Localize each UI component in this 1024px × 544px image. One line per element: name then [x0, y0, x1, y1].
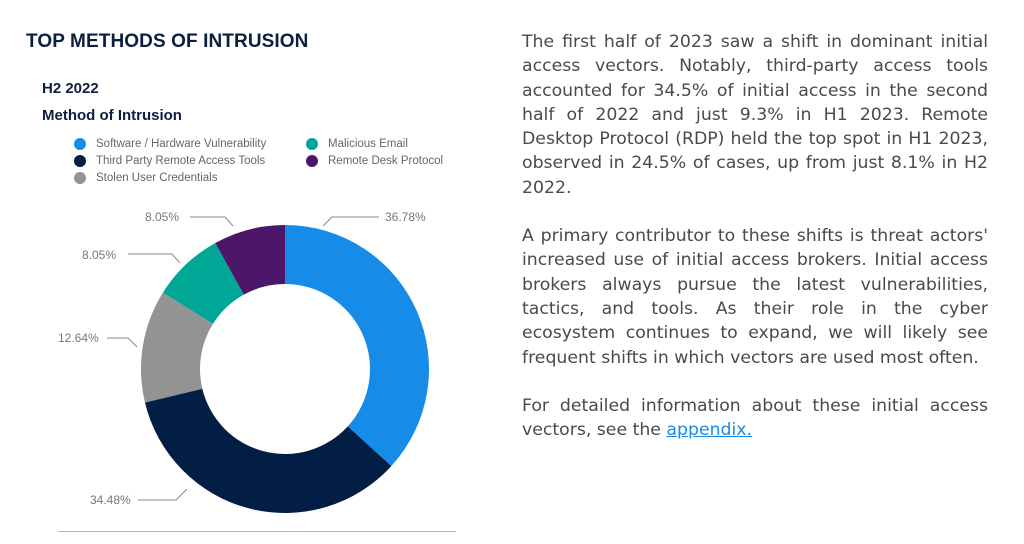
donut-slice [144, 388, 392, 513]
data-label: 8.05% [82, 248, 116, 262]
legend-item: Malicious Email [306, 138, 408, 150]
appendix-link[interactable]: appendix. [666, 420, 753, 441]
label-leader-line [128, 253, 181, 264]
legend-item: Third Party Remote Access Tools [74, 155, 265, 167]
legend-dot-icon [306, 138, 318, 150]
paragraph: For detailed information about these ini… [522, 394, 988, 443]
donut-chart: 36.78% 34.48% 12.64% 8.05% 8.05% [58, 210, 429, 513]
donut-slice [215, 225, 285, 295]
label-leader-line [190, 216, 234, 227]
paragraph: The first half of 2023 saw a shift in do… [522, 32, 988, 198]
divider [58, 531, 456, 532]
legend-dot-icon [306, 155, 318, 167]
donut-slice [162, 243, 244, 324]
legend-label: Malicious Email [328, 138, 408, 150]
legend-item: Stolen User Credentials [74, 172, 217, 184]
donut-slice [285, 225, 429, 467]
label-leader-line [138, 488, 188, 501]
legend-item: Remote Desk Protocol [306, 155, 443, 167]
data-label: 34.48% [90, 493, 131, 507]
legend-label: Third Party Remote Access Tools [96, 155, 266, 167]
data-label: 12.64% [58, 331, 99, 345]
legend-dot-icon [74, 172, 86, 184]
label-leader-line [322, 216, 379, 227]
legend-label: Software / Hardware Vulnerability [96, 138, 267, 150]
legend-label: Remote Desk Protocol [328, 155, 444, 167]
legend-dot-icon [74, 155, 86, 167]
legend-dot-icon [74, 138, 86, 150]
body-text: The first half of 2023 saw a shift in do… [522, 30, 988, 466]
chart-title: Method of Intrusion [42, 107, 182, 124]
legend-label: Stolen User Credentials [96, 172, 218, 184]
paragraph: A primary contributor to these shifts is… [522, 226, 988, 368]
legend-item: Software / Hardware Vulnerability [74, 138, 266, 150]
data-label: 36.78% [385, 210, 426, 224]
paragraph-text: For detailed information about these ini… [522, 395, 988, 441]
label-leader-line [107, 337, 138, 348]
data-label: 8.05% [145, 210, 179, 224]
period-heading: H2 2022 [42, 80, 99, 97]
donut-slice [141, 292, 213, 403]
page-title: TOP METHODS OF INTRUSION [26, 31, 309, 52]
